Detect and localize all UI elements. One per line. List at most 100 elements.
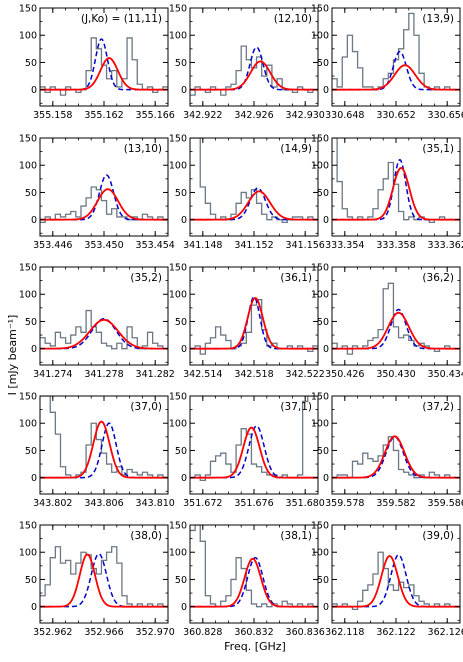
y-tick-label: 100 (19, 419, 37, 430)
panel: 0 50 100 150 352.962 352.966 352.970 (38,0) (19, 521, 175, 639)
panel: 0 50 100 150 343.802 343.806 343.810 (37,0) (19, 392, 175, 510)
panel: 0 50 100 150 333.354 333.358 333.362 (35,1) (311, 134, 463, 252)
model-curve-dashed (332, 554, 460, 608)
y-tick-label: 50 (317, 446, 329, 457)
model-curve-dashed (332, 308, 460, 350)
x-tick-label: 330.656 (428, 110, 463, 121)
x-tick-label: 362.122 (376, 627, 415, 638)
y-tick-label: 50 (317, 188, 329, 199)
x-tick-label: 362.118 (325, 627, 364, 638)
panel: 0 50 100 150 351.672 351.676 351.680 (37,1) (169, 392, 325, 510)
y-tick-label: 150 (311, 392, 329, 403)
panel: 0 50 100 150 362.118 362.122 362.126 (39,0) (311, 521, 463, 639)
x-tick-label: 359.578 (325, 498, 364, 509)
observed-spectrum (332, 436, 460, 479)
panel: 0 50 100 150 355.158 355.162 355.166 (J,Ko) = (… (19, 4, 175, 122)
model-curve-solid (190, 60, 318, 91)
x-tick-label: 343.810 (136, 498, 175, 509)
y-tick-label: 100 (169, 31, 187, 42)
y-tick-label: 50 (25, 575, 37, 586)
y-tick-label: 100 (311, 290, 329, 301)
y-tick-label: 150 (19, 521, 37, 532)
y-tick-label: 100 (169, 161, 187, 172)
y-tick-label: 50 (317, 575, 329, 586)
panel: 0 50 100 150 341.148 341.152 341.156 (14,9) (169, 134, 325, 252)
panel-label: (35,1) (422, 143, 454, 155)
panel: 0 50 100 150 342.922 342.926 342.930 (12,10) (169, 4, 325, 122)
panel-plot-area (40, 546, 168, 608)
y-tick-label: 150 (169, 521, 187, 532)
panel: 0 50 100 150 353.446 353.450 353.454 (13,10) (19, 134, 175, 252)
x-tick-label: 342.922 (183, 110, 222, 121)
x-axis-label: Freq. [GHz] (224, 640, 286, 653)
y-tick-label: 100 (19, 161, 37, 172)
x-tick-label: 350.426 (325, 369, 364, 380)
x-tick-label: 333.362 (428, 240, 463, 251)
x-tick-label: 342.514 (183, 369, 222, 380)
y-tick-label: 50 (25, 58, 37, 69)
x-tick-label: 333.358 (376, 240, 415, 251)
y-tick-label: 150 (311, 521, 329, 532)
y-tick-label: 0 (181, 85, 187, 96)
model-curve-solid (40, 188, 168, 221)
panel-label: (35,2) (130, 272, 162, 284)
y-axis-label: I [mJy beam⁻¹] (6, 315, 19, 396)
observed-spectrum (40, 396, 168, 479)
panel-label: (38,0) (130, 530, 162, 542)
model-curve-dashed (40, 422, 168, 479)
y-tick-label: 0 (323, 344, 329, 355)
panel-label: (37,0) (130, 401, 162, 413)
y-tick-label: 50 (25, 188, 37, 199)
x-tick-label: 350.434 (428, 369, 463, 380)
x-tick-label: 351.680 (286, 498, 325, 509)
x-tick-label: 352.970 (136, 627, 175, 638)
x-tick-label: 359.582 (376, 498, 415, 509)
model-curve-dashed (190, 425, 318, 479)
observed-spectrum (190, 138, 318, 224)
x-tick-label: 341.274 (33, 369, 72, 380)
observed-spectrum (40, 546, 168, 608)
model-curve-dashed (40, 174, 168, 221)
model-curve-solid (190, 297, 318, 350)
y-tick-label: 100 (311, 161, 329, 172)
x-tick-label: 343.802 (33, 498, 72, 509)
panel-plot-area (40, 174, 168, 224)
x-tick-label: 360.832 (234, 627, 273, 638)
panel-plot-area (190, 138, 318, 224)
panel-label: (36,1) (280, 272, 312, 284)
x-tick-label: 330.652 (376, 110, 415, 121)
panel-plot-area (190, 45, 318, 96)
x-tick-label: 359.586 (428, 498, 463, 509)
x-tick-label: 351.672 (183, 498, 222, 509)
panel-label: (36,2) (422, 272, 454, 284)
panel-plot-area (332, 12, 460, 91)
model-curve-dashed (332, 158, 460, 221)
panel-plot-area (332, 138, 460, 224)
panel: 0 50 100 150 330.648 330.652 330.656 (13,9) (311, 4, 463, 122)
model-curve-solid (332, 311, 460, 350)
x-tick-label: 355.158 (33, 110, 72, 121)
y-tick-label: 0 (181, 602, 187, 613)
panel-grid: 0 50 100 150 355.158 355.162 355.166 (J,Ko) = (… (19, 4, 463, 639)
model-curve-solid (332, 64, 460, 91)
y-tick-label: 150 (169, 134, 187, 145)
observed-spectrum (40, 186, 168, 224)
observed-spectrum (190, 299, 318, 355)
y-tick-label: 50 (317, 317, 329, 328)
panel-plot-area (332, 435, 460, 479)
y-tick-label: 50 (317, 58, 329, 69)
y-tick-label: 150 (19, 263, 37, 274)
y-tick-label: 150 (169, 4, 187, 15)
y-tick-label: 100 (169, 290, 187, 301)
panel-label: (J,Ko) = (11,11) (81, 13, 162, 25)
x-tick-label: 330.648 (325, 110, 364, 121)
y-tick-label: 50 (175, 58, 187, 69)
y-tick-label: 100 (19, 548, 37, 559)
y-tick-label: 150 (169, 392, 187, 403)
y-tick-label: 50 (25, 317, 37, 328)
x-tick-label: 342.930 (286, 110, 325, 121)
y-tick-label: 50 (175, 188, 187, 199)
y-tick-label: 0 (323, 215, 329, 226)
model-curve-solid (40, 553, 168, 608)
x-tick-label: 353.450 (84, 240, 123, 251)
